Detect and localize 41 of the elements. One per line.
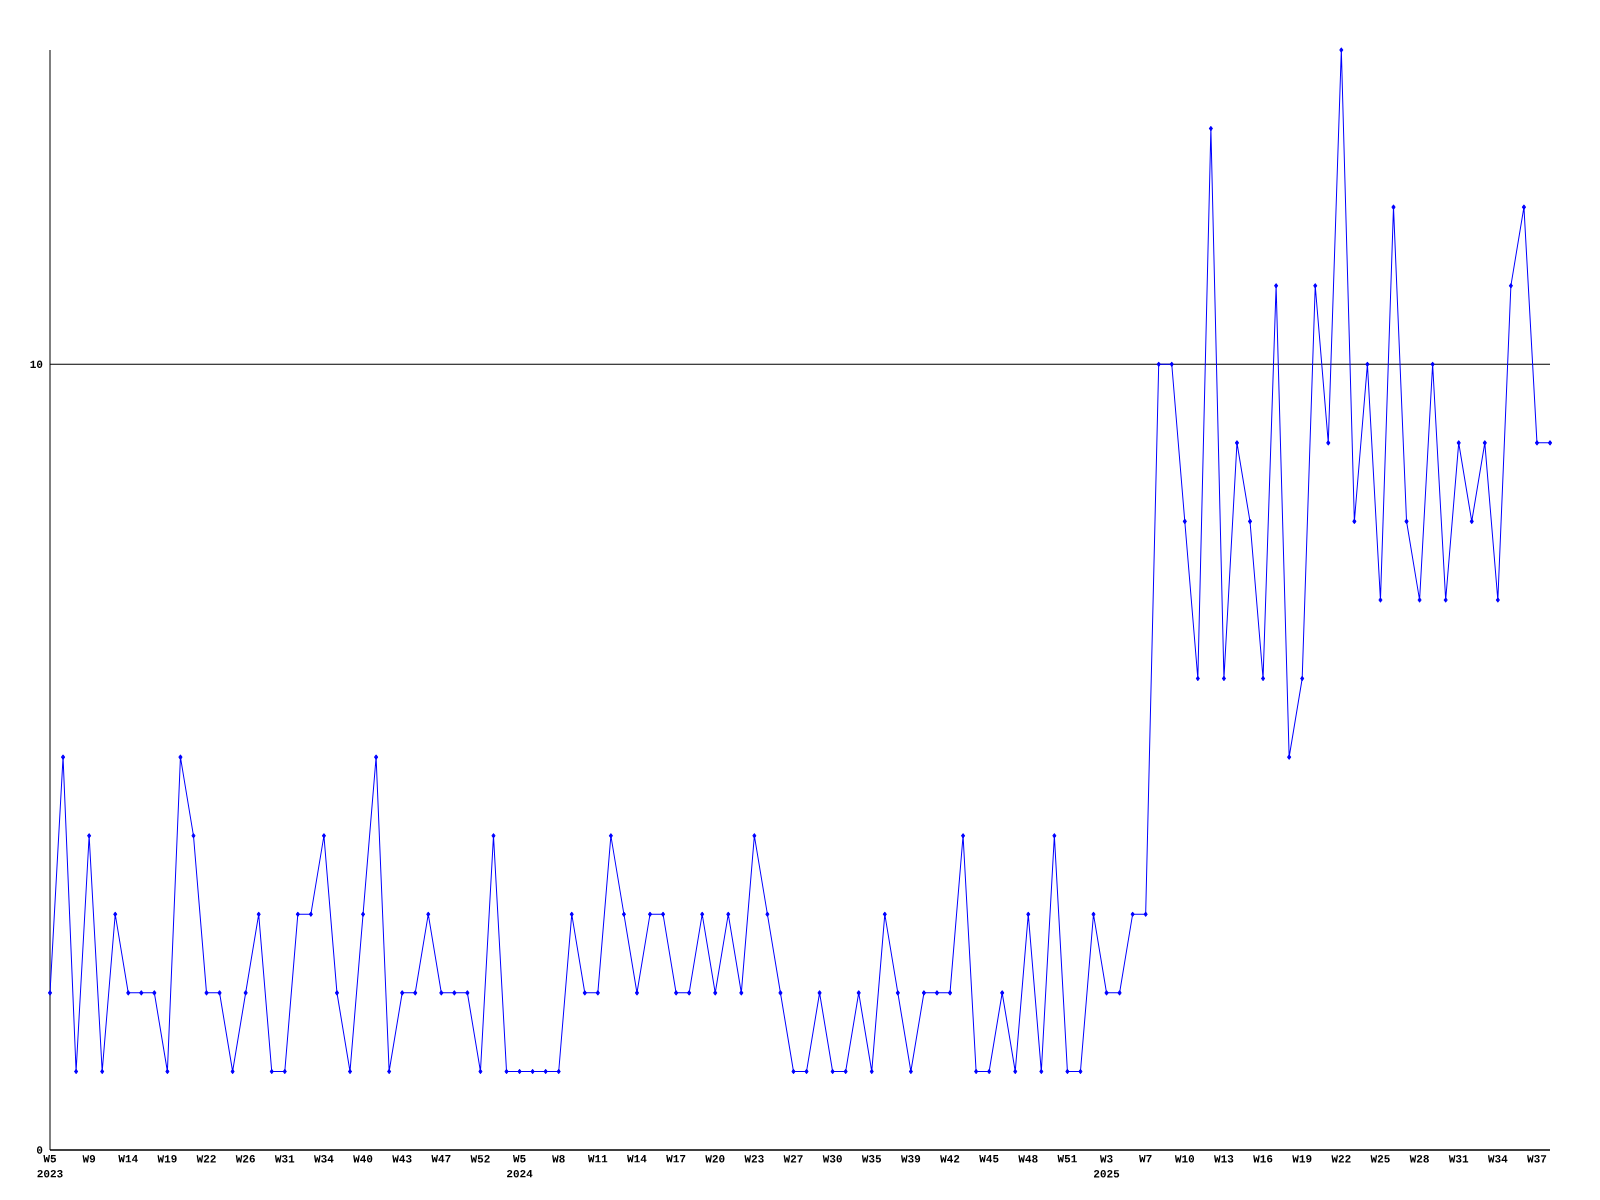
x-tick-label: W37 [1527, 1155, 1547, 1163]
x-tick-label: W52 [470, 1155, 490, 1163]
x-tick-label: W13 [1214, 1155, 1234, 1163]
x-tick-label: W35 [861, 1155, 882, 1163]
x-tick-label: W39 [900, 1155, 921, 1163]
x-tick-label: W22 [1331, 1155, 1351, 1163]
x-tick-label: W30 [822, 1155, 842, 1163]
x-tick-label: W17 [666, 1155, 686, 1163]
x-tick-label: W48 [1018, 1155, 1038, 1163]
y-tick-label: 10 [30, 360, 43, 368]
x-tick-label: W51 [1057, 1155, 1077, 1163]
x-tick-label: W5 2024 [507, 1155, 533, 1178]
x-tick-label: W22 [196, 1155, 216, 1163]
x-tick-label: W47 [431, 1155, 451, 1163]
x-tick-label: W31 [274, 1155, 295, 1163]
x-tick-label: W43 [392, 1155, 412, 1163]
x-tick-label: W14 [627, 1155, 647, 1163]
x-tick-label: W16 [1253, 1155, 1273, 1163]
x-tick-label: W3 2025 [1093, 1155, 1120, 1178]
x-tick-label: W26 [235, 1155, 255, 1163]
x-tick-label: W27 [783, 1155, 803, 1163]
x-tick-label: W42 [940, 1155, 960, 1163]
x-tick-label: W31 [1448, 1155, 1469, 1163]
x-tick-label: W14 [118, 1155, 138, 1163]
x-tick-label: W19 [157, 1155, 177, 1163]
y-tick-label: 0 [36, 1146, 43, 1154]
x-tick-label: W20 [705, 1155, 725, 1163]
x-tick-label: W5 2023 [37, 1155, 63, 1178]
x-tick-label: W10 [1174, 1155, 1195, 1163]
x-tick-label: W45 [979, 1155, 999, 1163]
x-tick-label: W25 [1370, 1155, 1390, 1163]
x-tick-label: W34 [1487, 1155, 1508, 1163]
x-tick-label: W23 [744, 1155, 764, 1163]
x-tick-label: W9 [82, 1155, 96, 1163]
x-tick-label: W40 [353, 1155, 373, 1163]
x-tick-label: W8 [552, 1155, 565, 1163]
x-tick-label: W34 [314, 1155, 334, 1163]
x-tick-label: W19 [1292, 1155, 1312, 1163]
x-tick-label: W28 [1409, 1155, 1429, 1163]
x-tick-label: W11 [587, 1155, 608, 1163]
x-tick-label: W7 [1139, 1155, 1152, 1163]
